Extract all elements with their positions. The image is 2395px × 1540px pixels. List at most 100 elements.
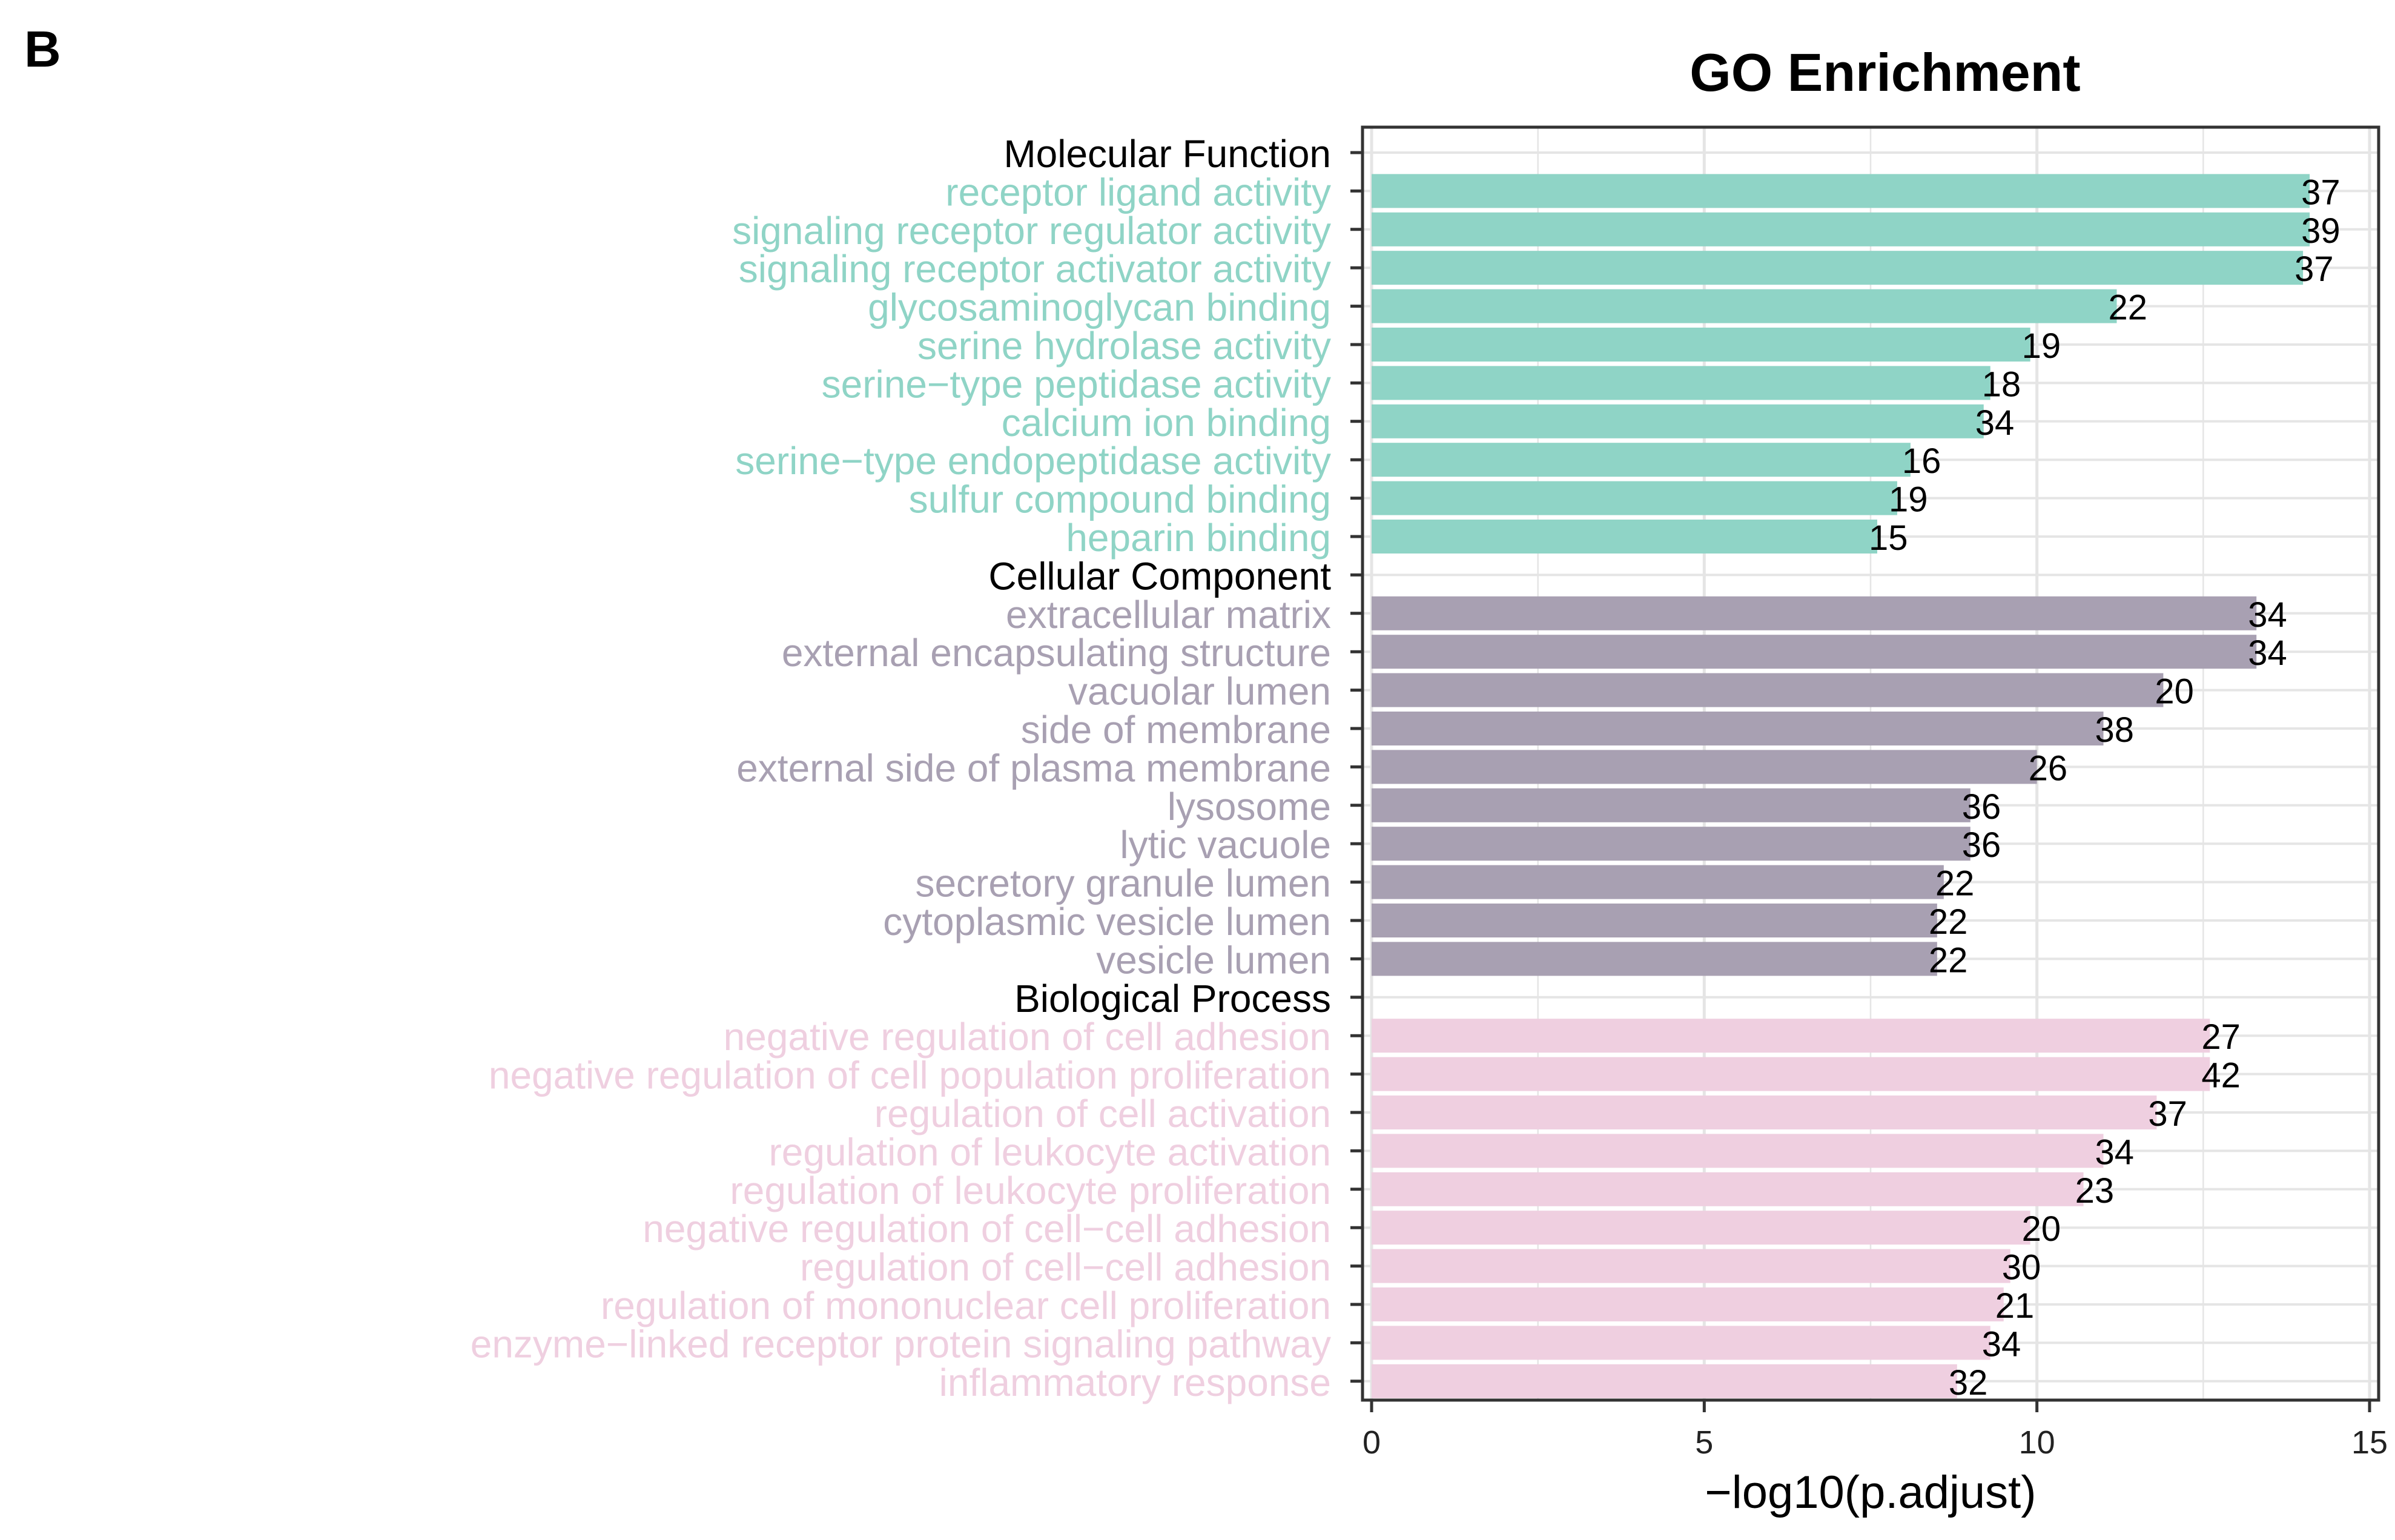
term-label: cytoplasmic vesicle lumen (883, 900, 1331, 943)
bar-count-label: 34 (2095, 1132, 2135, 1172)
bar (1372, 520, 1877, 554)
term-label: signaling receptor activator activity (739, 247, 1331, 291)
term-label: extracellular matrix (1006, 593, 1331, 636)
term-label: vacuolar lumen (1068, 670, 1331, 713)
bar (1372, 289, 2117, 323)
bar-count-label: 34 (1975, 403, 2015, 443)
bar-count-label: 16 (1902, 441, 1941, 481)
bar (1372, 1326, 1990, 1360)
bar-count-label: 22 (1935, 864, 1975, 904)
bar-count-label: 36 (1962, 825, 2001, 865)
bar (1372, 712, 2104, 745)
x-tick-label: 10 (2019, 1424, 2055, 1461)
bar (1372, 481, 1897, 515)
bar-count-label: 34 (1982, 1324, 2021, 1364)
term-label: calcium ion binding (1002, 401, 1331, 444)
term-label: external encapsulating structure (782, 631, 1331, 675)
term-label: glycosaminoglycan binding (868, 286, 1331, 329)
bar (1372, 1172, 2084, 1206)
bar-count-label: 19 (2022, 326, 2061, 366)
bar (1372, 942, 1937, 976)
y-ticks (1350, 151, 1363, 1383)
bar-count-label: 27 (2201, 1017, 2241, 1057)
bar-count-label: 20 (2022, 1209, 2061, 1249)
term-label: serine−type endopeptidase activity (735, 439, 1331, 483)
panel-label: B (24, 21, 61, 78)
bar (1372, 366, 1990, 400)
term-label: side of membrane (1021, 708, 1331, 752)
bar-count-label: 22 (2109, 288, 2148, 328)
bar-count-label: 37 (2294, 250, 2334, 289)
term-label: negative regulation of cell population p… (489, 1054, 1331, 1097)
bar (1372, 251, 2304, 285)
bar (1372, 788, 1971, 822)
bar (1372, 1057, 2210, 1091)
chart-title: GO Enrichment (1690, 42, 2080, 102)
bar-count-label: 18 (1982, 365, 2021, 404)
term-label: regulation of leukocyte proliferation (730, 1169, 1331, 1212)
term-label: negative regulation of cell adhesion (724, 1015, 1331, 1059)
bar-count-label: 34 (2248, 633, 2287, 673)
bar-count-label: 30 (2002, 1248, 2041, 1287)
bar (1372, 1249, 2010, 1283)
bar-count-label: 19 (1889, 480, 1928, 520)
bar-count-label: 22 (1929, 940, 1968, 980)
value-labels: 3739372219183416191534342038263636222222… (1869, 173, 2340, 1402)
x-axis-title: −log10(p.adjust) (1705, 1467, 2036, 1518)
bar (1372, 865, 1944, 899)
term-label: inflammatory response (939, 1361, 1331, 1404)
bar (1372, 673, 2164, 707)
bar (1372, 1019, 2210, 1053)
bar (1372, 328, 2030, 362)
bar-count-label: 23 (2075, 1171, 2115, 1211)
term-label: secretory granule lumen (915, 862, 1331, 905)
term-label: sulfur compound binding (909, 478, 1331, 521)
plot-border (1361, 125, 2380, 1402)
term-label: regulation of cell activation (874, 1092, 1331, 1135)
bar-count-label: 15 (1869, 518, 1908, 558)
term-label: regulation of mononuclear cell prolifera… (601, 1284, 1331, 1327)
term-label: receptor ligand activity (945, 170, 1331, 214)
bar (1372, 212, 2310, 246)
bar-count-label: 38 (2095, 710, 2135, 750)
bar-count-label: 22 (1929, 902, 1968, 942)
bar-count-label: 37 (2148, 1094, 2187, 1134)
term-label: regulation of cell−cell adhesion (800, 1246, 1331, 1289)
bar (1372, 1134, 2104, 1168)
term-label: enzyme−linked receptor protein signaling… (471, 1322, 1331, 1366)
group-header: Biological Process (1014, 977, 1331, 1020)
bar-count-label: 32 (1949, 1363, 1988, 1403)
bar-count-label: 37 (2301, 173, 2340, 212)
bar (1372, 1211, 2030, 1245)
x-tick-label: 0 (1363, 1424, 1381, 1461)
term-label: negative regulation of cell−cell adhesio… (643, 1207, 1331, 1251)
bar (1372, 635, 2257, 669)
bar (1372, 174, 2310, 208)
term-label: heparin binding (1066, 516, 1331, 560)
x-tick-label: 15 (2351, 1424, 2388, 1461)
bar (1372, 443, 1911, 477)
term-label: serine−type peptidase activity (822, 362, 1331, 406)
bars (1372, 174, 2310, 1398)
bar (1372, 1364, 1957, 1398)
term-label: lysosome (1168, 785, 1331, 828)
group-header: Molecular Function (1003, 132, 1331, 176)
term-label: external side of plasma membrane (736, 746, 1331, 790)
bar (1372, 596, 2257, 630)
bar-count-label: 26 (2029, 749, 2068, 788)
bar (1372, 827, 1971, 861)
bar (1372, 904, 1937, 937)
bar-count-label: 34 (2248, 595, 2287, 635)
group-header: Cellular Component (988, 554, 1331, 598)
term-label: vesicle lumen (1096, 938, 1331, 982)
bar (1372, 1287, 2004, 1321)
bar (1372, 1096, 2157, 1129)
bar-count-label: 20 (2155, 672, 2194, 712)
bar-count-label: 21 (1995, 1286, 2035, 1326)
x-ticks: 0 5 10 15 (1363, 1400, 2388, 1461)
bar (1372, 750, 2037, 784)
term-label: regulation of leukocyte activation (768, 1130, 1331, 1174)
bar-count-label: 36 (1962, 787, 2001, 827)
